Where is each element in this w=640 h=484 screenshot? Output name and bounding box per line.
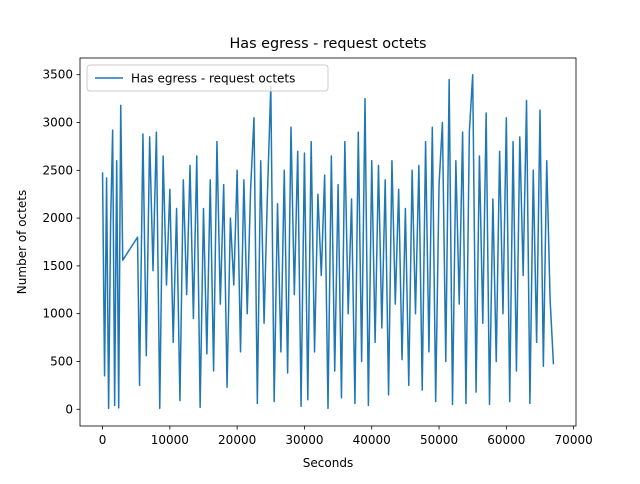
y-tick-label: 3000 <box>42 116 73 130</box>
x-tick-label: 40000 <box>353 433 391 447</box>
data-line <box>101 73 555 410</box>
y-axis-label: Number of octets <box>15 190 29 294</box>
legend-label: Has egress - request octets <box>131 72 295 86</box>
x-tick-label: 70000 <box>555 433 593 447</box>
x-tick-label: 10000 <box>151 433 189 447</box>
y-tick-label: 0 <box>65 402 73 416</box>
y-tick-label: 3500 <box>42 68 73 82</box>
x-axis-label: Seconds <box>303 456 353 470</box>
y-tick-label: 2000 <box>42 211 73 225</box>
x-tick-label: 60000 <box>487 433 525 447</box>
axes-frame <box>79 57 577 427</box>
x-tick-label: 20000 <box>218 433 256 447</box>
y-tick-label: 500 <box>50 354 73 368</box>
x-tick-label: 30000 <box>285 433 323 447</box>
legend-box <box>86 64 329 92</box>
y-tick-label: 1000 <box>42 307 73 321</box>
x-tick-label: 50000 <box>420 433 458 447</box>
y-tick-label: 1500 <box>42 259 73 273</box>
y-tick-label: 2500 <box>42 163 73 177</box>
x-tick-label: 0 <box>99 433 107 447</box>
chart-title: Has egress - request octets <box>229 36 426 52</box>
